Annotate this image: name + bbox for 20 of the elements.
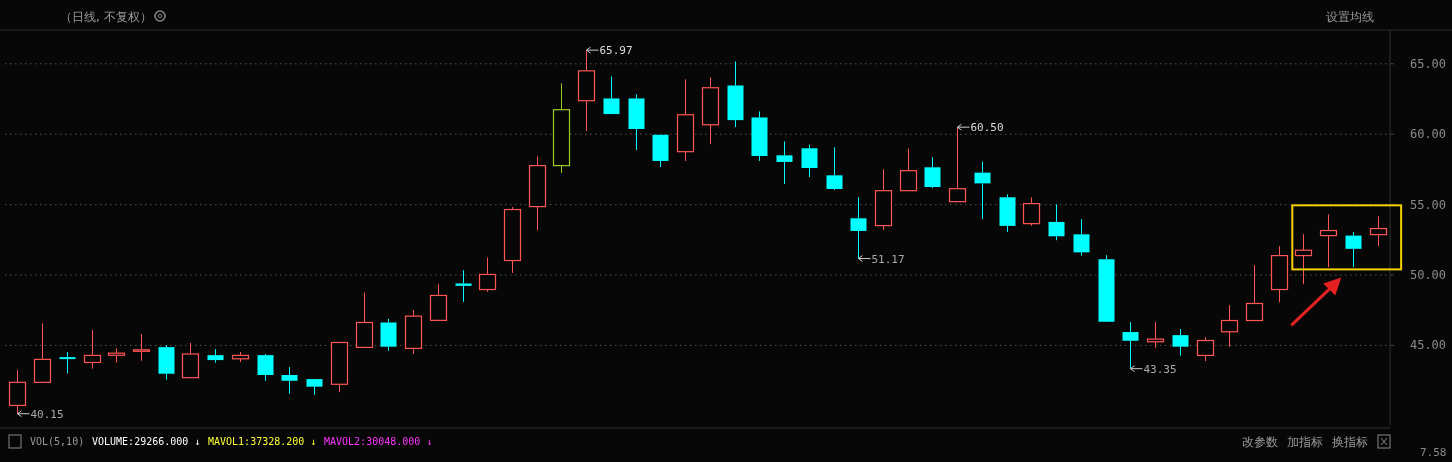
text: MAVOL2:30048.000 ↓: [324, 436, 433, 447]
text: 设置均线: [1326, 10, 1374, 24]
text: MAVOL1:37328.200 ↓: [208, 436, 317, 447]
y-tick-label: 65.00: [1409, 56, 1447, 71]
text: VOLUME:29266.000 ↓: [92, 436, 201, 447]
text: 7.58: [1420, 446, 1447, 459]
annotation: 65.97: [599, 44, 633, 58]
y-tick-label: 45.00: [1409, 338, 1447, 353]
annotation: 51.17: [871, 252, 905, 266]
chart-title: （日线, 不复权）: [60, 10, 152, 24]
y-tick-label: 60.00: [1409, 127, 1447, 142]
annotation: 60.50: [970, 121, 1004, 135]
annotation: 40.15: [30, 407, 64, 421]
text: 改参数: [1242, 435, 1278, 449]
y-tick-label: 50.00: [1409, 268, 1447, 283]
text: VOL(5,10): [30, 436, 85, 447]
text: 换指标: [1332, 435, 1368, 449]
text: 加指标: [1287, 435, 1323, 449]
annotation: 43.35: [1143, 362, 1177, 376]
y-tick-label: 55.00: [1409, 197, 1447, 212]
